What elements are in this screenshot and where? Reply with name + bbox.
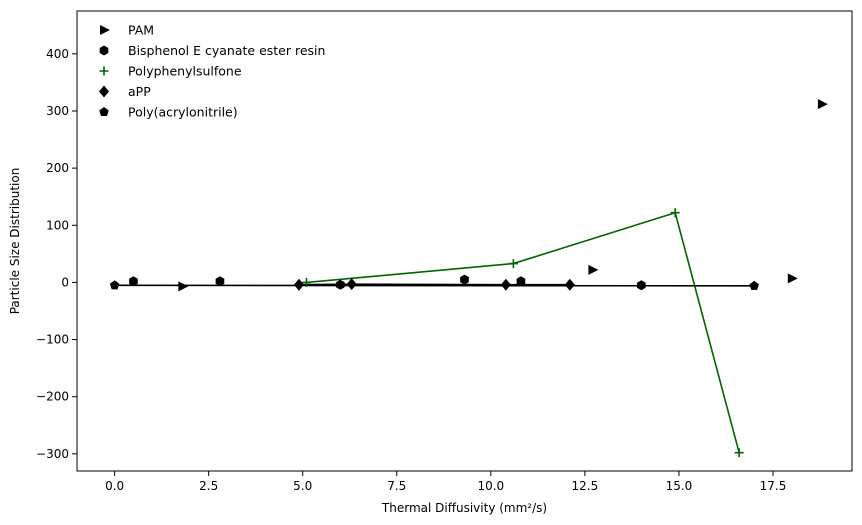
bisphenol-e-cyanate-ester-resin-point [516, 276, 526, 287]
x-tick-label: 0.0 [105, 479, 124, 493]
app-point [293, 278, 304, 291]
poly-acrylonitrile-line [114, 284, 755, 287]
x-tick-label: 12.5 [572, 479, 599, 493]
app-point [564, 278, 575, 291]
y-tick-label: 300 [46, 104, 69, 118]
x-tick-label: 10.0 [477, 479, 504, 493]
poly-acrylonitrile-point [749, 280, 759, 290]
x-axis: 0.0 2.5 5.0 7.5 10.0 12.5 15.0 17.5 [105, 471, 786, 493]
legend: PAM Bisphenol E cyanate ester resin Polyph… [99, 23, 325, 120]
pam-point [817, 99, 828, 110]
legend-label-pam: PAM [128, 23, 154, 38]
pam-point [178, 281, 189, 292]
legend-marker-poly-acrylonitrile [99, 107, 109, 117]
x-tick-label: 7.5 [387, 479, 406, 493]
y-tick-label: −300 [36, 447, 69, 461]
legend-label-polyphenylsulfone: Polyphenylsulfone [128, 64, 242, 79]
app-line [298, 283, 570, 286]
legend-label-poly-acrylonitrile: Poly(acrylonitrile) [128, 105, 238, 120]
poly-acrylonitrile-point [109, 280, 120, 290]
y-tick-label: −200 [36, 390, 69, 404]
legend-label-app: aPP [128, 84, 151, 99]
y-tick-label: 400 [46, 47, 69, 61]
y-axis: −300 −200 −100 0 100 200 300 400 [36, 47, 77, 461]
y-tick-label: −100 [36, 333, 69, 347]
x-tick-label: 15.0 [666, 479, 693, 493]
legend-label-bisphenol-e-cyanate-ester-resin: Bisphenol E cyanate ester resin [128, 43, 325, 58]
bisphenol-e-cyanate-ester-resin-point [460, 274, 469, 285]
series-markers [109, 99, 828, 458]
y-tick-label: 0 [61, 275, 69, 289]
polyphenylsulfone-point [670, 208, 680, 218]
legend-marker-bisphenol-e-cyanate-ester-resin [99, 45, 109, 56]
bisphenol-e-cyanate-ester-resin-point [636, 280, 646, 291]
pam-point [787, 273, 798, 284]
legend-marker-app [99, 85, 109, 98]
polyphenylsulfone-point [301, 277, 311, 287]
y-tick-label: 100 [46, 218, 69, 232]
y-tick-label: 200 [46, 161, 69, 175]
polyphenylsulfone-point [508, 259, 518, 269]
bisphenol-e-cyanate-ester-resin-point [215, 276, 225, 287]
app-point [346, 278, 357, 291]
y-axis-title: Particle Size Distribution [8, 168, 22, 315]
app-point [500, 278, 511, 291]
legend-marker-polyphenylsulfone [99, 66, 109, 76]
bisphenol-e-cyanate-ester-resin-point [336, 279, 345, 290]
x-axis-title: Thermal Diffusivity (mm²/s) [381, 501, 547, 515]
polyphenylsulfone-point [734, 448, 744, 458]
polyphenylsulfone-line [306, 211, 740, 453]
bisphenol-e-cyanate-ester-resin-point [129, 276, 138, 287]
legend-marker-pam [100, 25, 110, 35]
x-tick-label: 5.0 [293, 479, 312, 493]
x-tick-label: 2.5 [199, 479, 218, 493]
x-tick-label: 17.5 [760, 479, 787, 493]
pam-point [588, 264, 599, 275]
plot-frame [76, 10, 853, 472]
